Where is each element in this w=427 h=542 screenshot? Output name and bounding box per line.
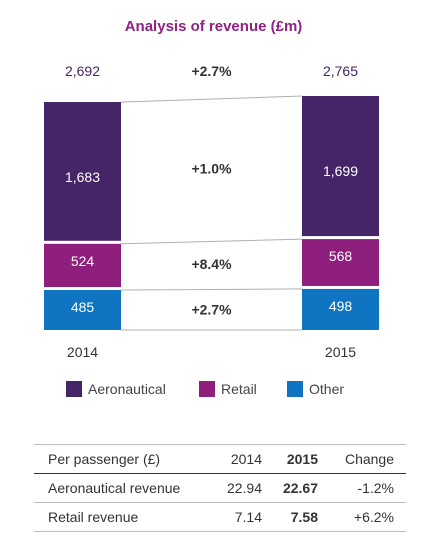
per-passenger-table: Per passenger (£) 2014 2015 Change Aeron… bbox=[34, 444, 406, 532]
table-header-cell: Per passenger (£) bbox=[48, 451, 161, 467]
table-cell: 7.14 bbox=[234, 509, 262, 525]
chart-title: Analysis of revenue (£m) bbox=[124, 18, 303, 35]
bar-value-label: 524 bbox=[71, 253, 95, 269]
legend-swatch-aeronautical bbox=[66, 381, 82, 397]
bar-value-label: 498 bbox=[329, 298, 353, 314]
x-axis-tick-label: 2015 bbox=[325, 344, 356, 360]
table-header-cell: Change bbox=[344, 451, 394, 467]
revenue-chart: 1,683 524 485 2,692 2014 1,699 568 498 2,765 2015… bbox=[44, 63, 379, 360]
table-cell: Aeronautical revenue bbox=[48, 480, 181, 496]
table-header-cell: 2015 bbox=[286, 451, 318, 467]
legend-swatch-other bbox=[287, 381, 303, 397]
bar-value-label: 485 bbox=[71, 299, 95, 315]
connector-line bbox=[120, 288, 303, 291]
legend-swatch-retail bbox=[199, 381, 215, 397]
table-header-cell: 2014 bbox=[230, 451, 262, 467]
legend-item-aeronautical: Aeronautical bbox=[66, 380, 166, 398]
bar-value-label: 1,683 bbox=[65, 169, 100, 185]
table-cell: 7.58 bbox=[290, 509, 318, 525]
bar-value-label: 1,699 bbox=[323, 163, 358, 179]
legend-label-retail: Retail bbox=[221, 381, 257, 397]
segment-change-label: +2.7% bbox=[191, 302, 232, 318]
bar-total-label: 2,765 bbox=[323, 63, 358, 79]
connector-line bbox=[120, 95, 303, 103]
bar-segment-aeronautical-2014 bbox=[44, 102, 121, 241]
table-cell: +6.2% bbox=[353, 509, 394, 525]
table-cell: -1.2% bbox=[357, 480, 394, 496]
table-header-row: Per passenger (£) 2014 2015 Change bbox=[34, 444, 406, 474]
table-row: Retail revenue 7.14 7.58 +6.2% bbox=[34, 503, 406, 532]
bar-segment-other-2015 bbox=[302, 288, 379, 330]
table-cell: 22.67 bbox=[282, 480, 318, 496]
table-cell: 22.94 bbox=[226, 480, 262, 496]
legend-label-other: Other bbox=[309, 381, 345, 397]
bar-segment-other-2014 bbox=[44, 290, 121, 330]
total-change-label: +2.7% bbox=[191, 63, 232, 79]
bar-segment-aeronautical-2015 bbox=[302, 96, 379, 237]
segment-change-label: +1.0% bbox=[191, 161, 232, 177]
legend-label-aeronautical: Aeronautical bbox=[88, 381, 166, 397]
bar-segment-retail-2014 bbox=[44, 243, 121, 288]
bar-segment-retail-2015 bbox=[302, 239, 379, 286]
legend-item-retail: Retail bbox=[199, 380, 257, 398]
connector-line bbox=[120, 238, 303, 245]
segment-change-label: +8.4% bbox=[191, 256, 232, 272]
legend-item-other: Other bbox=[287, 380, 344, 398]
bar-total-label: 2,692 bbox=[65, 63, 100, 79]
bar-value-label: 568 bbox=[329, 248, 353, 264]
table-row: Aeronautical revenue 22.94 22.67 -1.2% bbox=[34, 474, 406, 503]
x-axis-tick-label: 2014 bbox=[67, 344, 98, 360]
table-cell: Retail revenue bbox=[48, 509, 139, 525]
